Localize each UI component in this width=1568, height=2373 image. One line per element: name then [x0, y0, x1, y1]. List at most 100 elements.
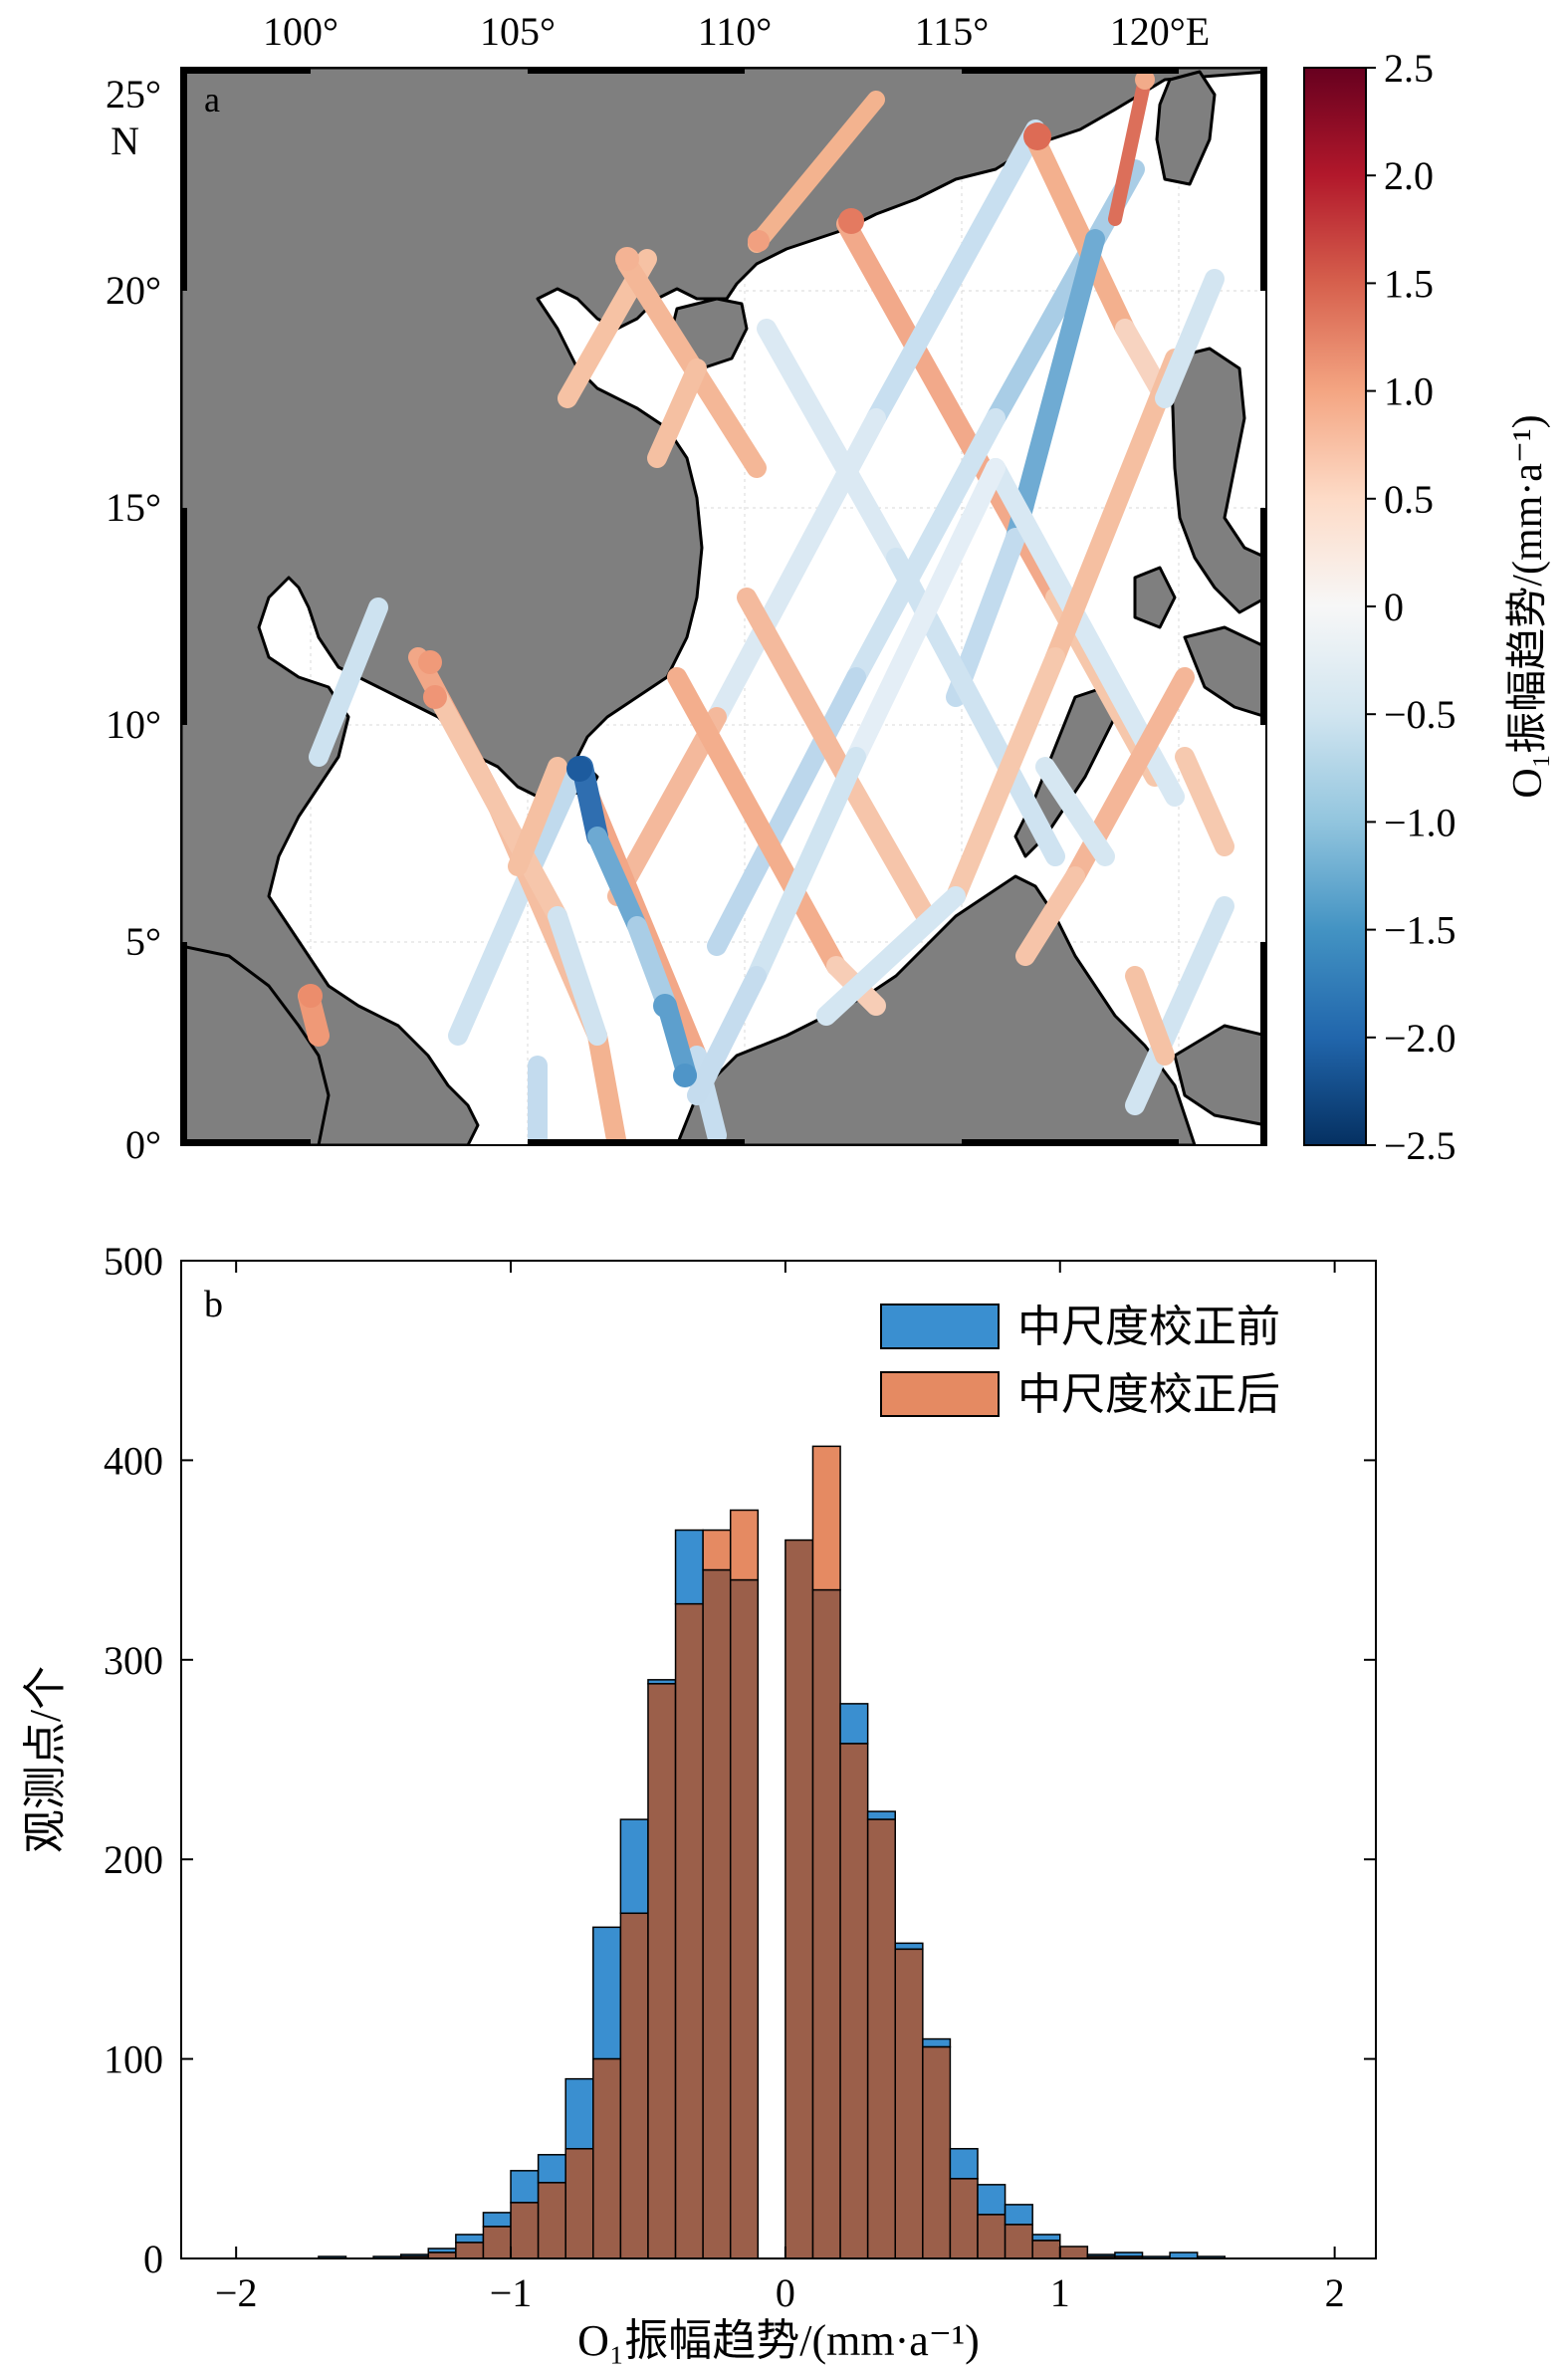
lat-tick-label: 10° [106, 702, 161, 747]
y-axis-label: 观测点/个 [21, 1666, 70, 1853]
histogram-bar [482, 2212, 512, 2228]
lon-tick-label: 100° [263, 9, 338, 54]
histogram-bar-overlap [674, 1602, 704, 2259]
legend-swatch-before [880, 1304, 1000, 1349]
track [816, 886, 966, 1026]
land-mindanao [1173, 1024, 1266, 1127]
land-borneo [675, 874, 1197, 1145]
histogram-bar-overlap [922, 2045, 952, 2259]
histogram-bar-overlap [455, 2242, 485, 2259]
colorbar-tick-label: 2.5 [1384, 46, 1434, 91]
histogram-bar-overlap [811, 1588, 841, 2259]
colorbar-tick-label: −2.5 [1384, 1123, 1456, 1168]
colorbar-tick-label: −2.0 [1384, 1016, 1456, 1061]
histogram-bar-overlap [1059, 2246, 1089, 2259]
histogram-bar [674, 1529, 704, 1605]
track [1155, 269, 1225, 408]
land-sumatra [181, 944, 331, 1145]
lon-tick-label: 115° [915, 9, 990, 54]
histogram-bar-overlap [839, 1743, 869, 2259]
histogram-bar-overlap [592, 2057, 622, 2259]
lat-tick-label: 0° [125, 1122, 161, 1167]
histogram-bar [894, 1942, 924, 1951]
track [747, 747, 866, 986]
lat-tick-labels: 25° N 20° 15° 10° 5° 0° [106, 72, 161, 1167]
x-tick-label: −1 [490, 2270, 533, 2315]
track [946, 647, 1065, 906]
histogram-bars [318, 1445, 1227, 2259]
y-tick-label: 500 [104, 1239, 163, 1284]
point [653, 994, 677, 1018]
point [673, 1064, 697, 1087]
track [627, 916, 677, 1016]
y-tick-label: 100 [104, 2037, 163, 2082]
track [607, 707, 727, 906]
histogram-bar [811, 1445, 841, 1591]
point [748, 230, 770, 252]
track [836, 767, 936, 926]
panel-a-label: a [204, 80, 220, 119]
track [1045, 349, 1185, 667]
legend-label-before: 中尺度校正前 [1017, 1303, 1280, 1351]
histogram-bar [1004, 2204, 1033, 2226]
track [309, 597, 388, 767]
track [737, 588, 856, 787]
colorbar: 2.5 2.0 1.5 1.0 0.5 0 −0.5 −1.0 −1.5 −2.0 −2.5 O₁振… [1303, 46, 1551, 1168]
histogram-bar [537, 2154, 566, 2184]
histogram-bar [1031, 2234, 1061, 2242]
colorbar-tick-label: −0.5 [1384, 692, 1456, 737]
histogram-bar-overlap [510, 2202, 540, 2259]
map-panel: a 100° 105° 110° 115° 120°E 25° N 20° 15… [106, 9, 1551, 1168]
histogram-bar [702, 1529, 732, 1571]
land-luzon [1168, 347, 1266, 614]
point [566, 756, 592, 782]
y-tick-label: 0 [143, 2237, 163, 2281]
x-tick-label: 2 [1325, 2270, 1345, 2315]
histogram-bar-overlap [949, 2178, 979, 2259]
histogram-bar-overlap [866, 1818, 896, 2259]
histogram-bar [922, 2037, 952, 2048]
altimetry-tracks [298, 73, 1234, 1145]
panel-b-label: b [204, 1284, 223, 1325]
land-visayas [1183, 625, 1266, 719]
point [838, 208, 864, 234]
lat-tick-label: 15° [106, 485, 161, 530]
histogram-bar-overlap [702, 1568, 732, 2259]
lat-tick-label: 5° [125, 919, 161, 964]
histogram-bar [619, 1818, 649, 1915]
map-border-ticks [181, 68, 1266, 1145]
histogram-bar-overlap [564, 2148, 594, 2259]
histogram-bar-overlap [619, 1912, 649, 2259]
track [757, 319, 906, 568]
lon-tick-label: 110° [698, 9, 773, 54]
lat-tick-label: 25° [106, 72, 161, 117]
track [428, 687, 567, 926]
point [615, 247, 639, 271]
lat-tick-label: 20° [106, 268, 161, 313]
histogram-bar [510, 2170, 540, 2204]
lon-tick-label: 120°E [1110, 9, 1210, 54]
histogram-bar [977, 2184, 1007, 2216]
histogram-bar [592, 1926, 622, 2060]
colorbar-tick-label: 2.0 [1384, 153, 1434, 198]
lon-tick-label: 105° [480, 9, 556, 54]
histogram-bar-overlap [647, 1683, 677, 2259]
lon-tick-labels: 100° 105° 110° 115° 120°E [263, 9, 1210, 54]
point [418, 650, 442, 674]
histogram-bar-overlap [784, 1539, 814, 2259]
histogram-bar-overlap [482, 2226, 512, 2259]
histogram-bar [949, 2148, 979, 2180]
track [866, 119, 1045, 428]
track [667, 667, 846, 976]
histogram-frame [180, 1260, 1377, 2259]
track [846, 458, 1006, 767]
track [587, 827, 647, 936]
histogram-bar [866, 1810, 896, 1820]
colorbar-tick-label: −1.0 [1384, 800, 1456, 844]
histogram-bar-overlap [1031, 2240, 1061, 2259]
colorbar-title: O₁振幅趋势/(mm·a⁻¹) [1505, 414, 1551, 798]
track [687, 966, 767, 1105]
y-tick-label: 300 [104, 1638, 163, 1683]
